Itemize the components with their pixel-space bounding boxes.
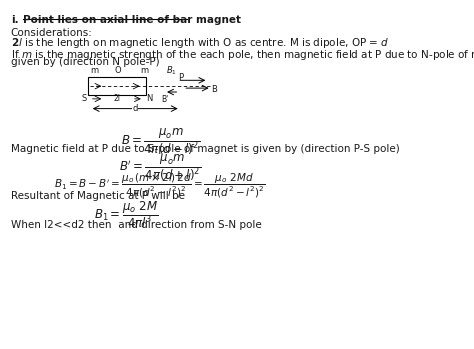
- Text: d: d: [133, 104, 138, 113]
- Text: given by (direction N pole-P): given by (direction N pole-P): [11, 57, 159, 67]
- Text: $B' = \dfrac{\mu_o m}{4\pi(d+l)^2}$: $B' = \dfrac{\mu_o m}{4\pi(d+l)^2}$: [119, 154, 201, 184]
- Text: i.: i.: [11, 15, 18, 25]
- Text: m: m: [140, 66, 148, 75]
- Text: Magnetic field at P due to S-pole of magnet is given by (direction P-S pole): Magnetic field at P due to S-pole of mag…: [11, 144, 400, 154]
- Text: When l2<<d2 then: When l2<<d2 then: [11, 220, 111, 230]
- Text: $B_1 = \dfrac{\mu_o\ 2M}{4\pi l^3}$: $B_1 = \dfrac{\mu_o\ 2M}{4\pi l^3}$: [94, 199, 158, 230]
- Text: S: S: [81, 94, 86, 103]
- Text: and direction from S-N pole: and direction from S-N pole: [101, 220, 261, 230]
- Text: P: P: [178, 73, 183, 82]
- Text: $B_1 = B - B' = \dfrac{\mu_o\,(m\times 2l)\,2d}{4\pi(d^2-l^2)^2} = \dfrac{\mu_o\: $B_1 = B - B' = \dfrac{\mu_o\,(m\times 2…: [55, 172, 266, 200]
- Text: N: N: [146, 94, 152, 103]
- Text: $B = \dfrac{\mu_o m}{4\pi(d-l)^2}$: $B = \dfrac{\mu_o m}{4\pi(d-l)^2}$: [121, 127, 200, 157]
- Text: Point lies on axial line of bar magnet: Point lies on axial line of bar magnet: [23, 15, 241, 25]
- Bar: [89, 77, 146, 95]
- Text: Resultant of Magnetic at P will be: Resultant of Magnetic at P will be: [11, 191, 185, 201]
- Text: m: m: [90, 66, 98, 75]
- Text: $B_1$: $B_1$: [166, 65, 177, 77]
- Text: Considerations:: Considerations:: [11, 28, 92, 38]
- Text: B': B': [161, 95, 168, 104]
- Text: If $\mathit{m}$ is the magnetic strength of the each pole, then magnetic field a: If $\mathit{m}$ is the magnetic strength…: [11, 48, 474, 62]
- Text: $\mathbf{2}$$\mathit{l}$ is the length on magnetic length with O as centre. M is: $\mathbf{2}$$\mathit{l}$ is the length o…: [11, 36, 389, 50]
- Text: 2l: 2l: [114, 94, 121, 103]
- Text: O: O: [114, 66, 121, 75]
- Text: B: B: [211, 84, 217, 94]
